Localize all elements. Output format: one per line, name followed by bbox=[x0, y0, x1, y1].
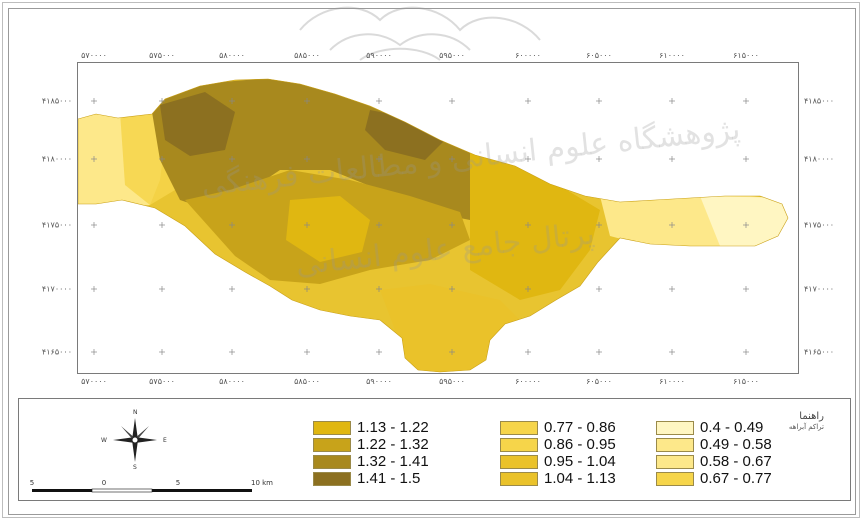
top-tick-label: ۵۸۰۰۰۰ bbox=[219, 51, 245, 60]
legend-item: 1.32 - 1.41 bbox=[313, 453, 429, 470]
legend-item: 1.22 - 1.32 bbox=[313, 436, 429, 453]
legend-item: 0.86 - 0.95 bbox=[500, 436, 616, 453]
legend-title: راهنما bbox=[799, 411, 824, 422]
north-arrow: N S W E bbox=[101, 409, 167, 471]
bottom-tick-label: ۵۸۵۰۰۰ bbox=[294, 377, 320, 386]
legend-label: 0.86 - 0.95 bbox=[544, 436, 616, 453]
zone-east-mid bbox=[470, 150, 600, 300]
bottom-tick-label: ۵۸۰۰۰۰ bbox=[219, 377, 245, 386]
scale-label-3: 5 bbox=[175, 479, 181, 487]
compass-n: N bbox=[133, 409, 138, 416]
legend-swatch bbox=[656, 454, 694, 469]
legend-swatch bbox=[500, 471, 538, 486]
legend-label: 0.77 - 0.86 bbox=[544, 419, 616, 436]
zone-peak-west bbox=[160, 92, 235, 156]
right-tick-label: ۴۱۷۰۰۰۰ bbox=[804, 284, 835, 294]
right-tick-label: ۴۱۷۵۰۰۰ bbox=[804, 220, 835, 230]
legend-swatch bbox=[313, 437, 351, 452]
compass-e: E bbox=[163, 437, 167, 444]
top-tick-label: ۶۱۵۰۰۰ bbox=[733, 51, 759, 60]
study-area-outline bbox=[77, 78, 789, 373]
bottom-tick-label: ۶۱۵۰۰۰ bbox=[733, 377, 759, 386]
top-tick-label: ۵۷۰۰۰۰ bbox=[81, 51, 107, 60]
legend-label: 0.49 - 0.58 bbox=[700, 436, 772, 453]
inner-frame bbox=[8, 8, 856, 515]
top-tick-label: ۶۰۰۰۰۰ bbox=[515, 51, 541, 60]
legend-swatch bbox=[500, 454, 538, 469]
zone-peak-north bbox=[365, 110, 445, 160]
bottom-tick-label: ۵۹۵۰۰۰ bbox=[439, 377, 465, 386]
bottom-tick-label: ۶۰۰۰۰۰ bbox=[515, 377, 541, 386]
top-tick-label: ۵۷۵۰۰۰ bbox=[149, 51, 175, 60]
top-tick-label: ۵۹۵۰۰۰ bbox=[439, 51, 465, 60]
legend-swatch bbox=[656, 437, 694, 452]
legend-label: 0.58 - 0.67 bbox=[700, 453, 772, 470]
compass-w: W bbox=[101, 437, 107, 444]
legend-swatch bbox=[313, 454, 351, 469]
top-tick-label: ۵۸۵۰۰۰ bbox=[294, 51, 320, 60]
left-tick-label: ۴۱۷۵۰۰۰ bbox=[41, 220, 72, 230]
legend-label: 0.95 - 1.04 bbox=[544, 453, 616, 470]
right-tick-label: ۴۱۸۰۰۰۰ bbox=[804, 154, 835, 164]
map-frame bbox=[77, 62, 799, 374]
bottom-tick-label: ۵۹۰۰۰۰ bbox=[366, 377, 392, 386]
bottom-tick-label: ۶۰۵۰۰۰ bbox=[586, 377, 612, 386]
compass-rose-icon bbox=[113, 418, 157, 462]
legend-item: 0.58 - 0.67 bbox=[656, 453, 772, 470]
legend-item: 0.67 - 0.77 bbox=[656, 470, 772, 487]
compass-s: S bbox=[133, 464, 137, 471]
right-tick-label: ۴۱۸۵۰۰۰ bbox=[804, 96, 835, 106]
legend-item: 1.41 - 1.5 bbox=[313, 470, 421, 487]
legend-label: 0.4 - 0.49 bbox=[700, 419, 764, 436]
bottom-tick-label: ۵۷۰۰۰۰ bbox=[81, 377, 107, 386]
left-tick-label: ۴۱۸۰۰۰۰ bbox=[41, 154, 72, 164]
zone-south bbox=[380, 284, 520, 372]
legend-swatch bbox=[500, 437, 538, 452]
legend-item: 0.49 - 0.58 bbox=[656, 436, 772, 453]
legend-label: 1.32 - 1.41 bbox=[357, 453, 429, 470]
zone-east-lightest bbox=[700, 196, 788, 246]
legend-swatch bbox=[656, 471, 694, 486]
legend-item: 0.95 - 1.04 bbox=[500, 453, 616, 470]
legend-swatch bbox=[656, 420, 694, 435]
legend-item: 0.77 - 0.86 bbox=[500, 419, 616, 436]
legend-panel bbox=[18, 398, 851, 501]
left-tick-label: ۴۱۶۵۰۰۰ bbox=[41, 347, 72, 357]
top-tick-label: ۶۰۵۰۰۰ bbox=[586, 51, 612, 60]
legend-label: 1.41 - 1.5 bbox=[357, 470, 421, 487]
legend-label: 1.04 - 1.13 bbox=[544, 470, 616, 487]
legend-subtitle: تراکم آبراهه bbox=[788, 423, 824, 431]
grid-crosses bbox=[91, 98, 749, 355]
legend-item: 1.13 - 1.22 bbox=[313, 419, 429, 436]
bottom-tick-label: ۶۱۰۰۰۰ bbox=[659, 377, 685, 386]
legend-swatch bbox=[313, 420, 351, 435]
right-tick-label: ۴۱۶۵۰۰۰ bbox=[804, 347, 835, 357]
watermark-emblem bbox=[299, 6, 541, 61]
legend-label: 1.13 - 1.22 bbox=[357, 419, 429, 436]
legend-label: 0.67 - 0.77 bbox=[700, 470, 772, 487]
legend-label: 1.22 - 1.32 bbox=[357, 436, 429, 453]
top-tick-label: ۵۹۰۰۰۰ bbox=[366, 51, 392, 60]
scale-label-2: 0 bbox=[101, 479, 107, 487]
left-tick-label: ۴۱۷۰۰۰۰ bbox=[41, 284, 72, 294]
top-tick-label: ۶۱۰۰۰۰ bbox=[659, 51, 685, 60]
left-tick-label: ۴۱۸۵۰۰۰ bbox=[41, 96, 72, 106]
legend-item: 0.4 - 0.49 bbox=[656, 419, 764, 436]
legend-swatch bbox=[313, 471, 351, 486]
zone-central-light bbox=[286, 196, 370, 262]
scale-label-1: 5 bbox=[29, 479, 35, 487]
bottom-tick-label: ۵۷۵۰۰۰ bbox=[149, 377, 175, 386]
legend-item: 1.04 - 1.13 bbox=[500, 470, 616, 487]
legend-swatch bbox=[500, 420, 538, 435]
scale-label-4: 10 km bbox=[250, 479, 274, 487]
